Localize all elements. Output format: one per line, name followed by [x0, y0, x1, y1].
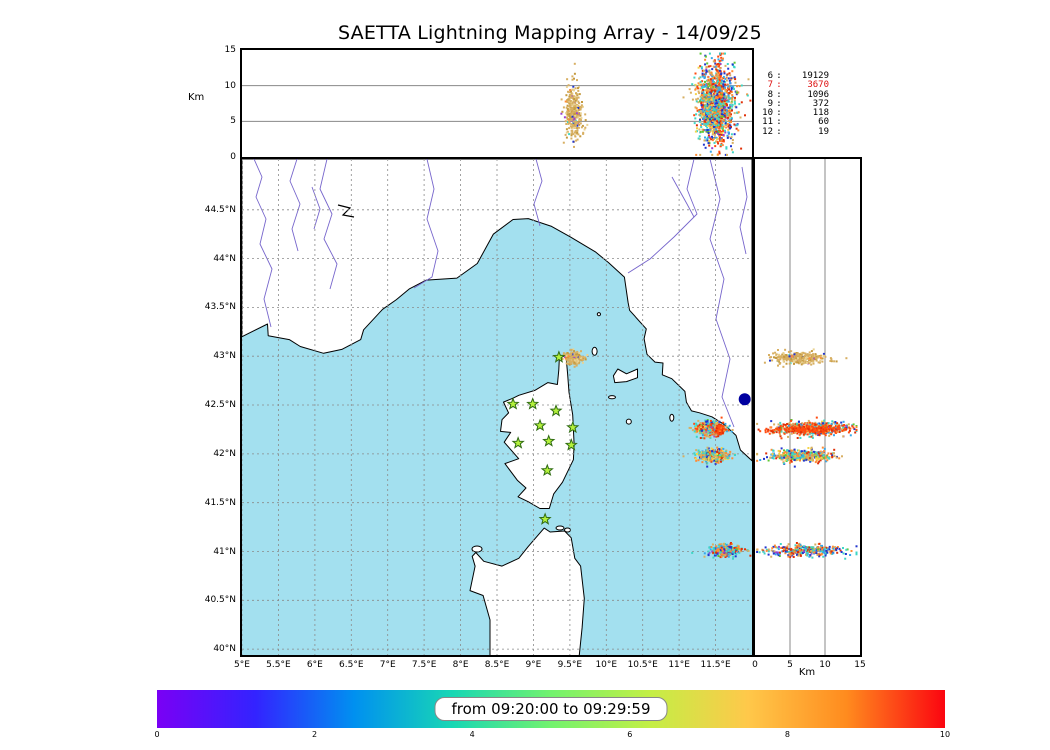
elba-island: [612, 368, 638, 384]
gorgona-island: [596, 312, 601, 317]
altitude-longitude-panel: [240, 48, 754, 159]
altitude-gridlines: [242, 85, 752, 122]
station-star-icon: [564, 438, 578, 451]
maddalena-island: [555, 525, 565, 531]
altitude-y-tick: 5: [230, 116, 236, 127]
sardinia-island: [469, 527, 585, 655]
altitude-x-tick: 15: [854, 660, 866, 670]
landmasses: [242, 159, 752, 655]
map-x-tick: 7°E: [379, 660, 396, 670]
map-gridlines: [242, 159, 752, 655]
map-y-tick: 40°N: [213, 644, 236, 655]
colorbar-tick: 2: [312, 730, 318, 739]
map-y-tick: 42°N: [213, 448, 236, 459]
colorbar-tick: 4: [469, 730, 475, 739]
map-panel: [240, 157, 754, 657]
altitude-axis-label-bottom: Km: [798, 667, 816, 678]
map-y-tick: 41.5°N: [204, 497, 236, 508]
asinara-island: [471, 545, 483, 553]
altitude-gridlines-right: [789, 159, 826, 655]
map-y-tick: 42.5°N: [204, 400, 236, 411]
lightning-points-altitude-latitude: [756, 348, 858, 560]
map-y-tick: 41°N: [213, 546, 236, 557]
lma-station-stars: [506, 350, 580, 525]
station-star-icon: [566, 420, 580, 434]
colorbar-tick: 8: [784, 730, 790, 739]
figure-title: SAETTA Lightning Mapping Array - 14/09/2…: [338, 22, 762, 44]
maddalena-island-2: [564, 527, 571, 533]
altitude-y-tick: 0: [230, 152, 236, 162]
lightning-points-altitude-longitude: [560, 52, 752, 156]
map-x-tick: 9°E: [525, 660, 542, 670]
map-x-tick: 11°E: [668, 660, 690, 670]
flash-stat-row: 6:19129: [767, 71, 829, 81]
map-y-tick: 40.5°N: [204, 595, 236, 606]
map-y-tick: 43.5°N: [204, 302, 236, 313]
station-star-icon: [552, 350, 566, 363]
map-x-tick: 8°E: [452, 660, 469, 670]
corsica-island: [500, 354, 575, 509]
colorbar-tick: 6: [627, 730, 633, 739]
station-star-icon: [526, 397, 540, 410]
station-star-icon: [549, 403, 563, 417]
altitude-latitude-panel: [753, 157, 862, 657]
sea-marker-dot: [738, 393, 751, 406]
map-x-tick: 11.5°E: [700, 660, 731, 670]
map-x-tick: 10°E: [595, 660, 618, 670]
map-x-tick: 7.5°E: [411, 660, 437, 670]
altitude-axis-label-left: Km: [188, 92, 205, 103]
station-star-icon: [533, 418, 547, 432]
flash-stats-panel: 6:19129 7:3670 8:1096 9:372 10:118 11:60 12:19: [757, 71, 857, 137]
flash-stat-row: 12:19: [762, 126, 829, 137]
capraia-island: [591, 346, 598, 356]
pianosa-island: [608, 395, 616, 400]
map-y-tick: 43°N: [213, 351, 236, 362]
colorbar-time-range-label: from 09:20:00 to 09:29:59: [434, 697, 668, 721]
station-star-icon: [542, 434, 556, 447]
station-star-icon: [506, 397, 520, 410]
flash-stat-row: 11:60: [762, 117, 829, 128]
mainland-coast: [242, 159, 752, 462]
map-x-tick: 5°E: [234, 660, 250, 670]
colorbar-tick: 0: [154, 730, 160, 739]
station-star-icon: [538, 512, 552, 525]
map-x-tick: 6°E: [306, 660, 323, 670]
altitude-y-tick: 15: [224, 45, 236, 55]
lightning-points-map: [560, 348, 752, 560]
colorbar-tick: 10: [939, 730, 951, 739]
time-colorbar: from 09:20:00 to 09:29:59: [157, 690, 945, 728]
rivers: [253, 159, 748, 428]
station-star-icon: [540, 463, 554, 477]
altitude-y-tick: 10: [224, 80, 236, 91]
map-x-tick: 8.5°E: [484, 660, 510, 670]
alpine-lake: [337, 204, 355, 218]
map-x-tick: 10.5°E: [627, 660, 658, 670]
altitude-x-tick: 5: [787, 660, 793, 670]
flash-stat-row: 7:3670: [767, 80, 829, 91]
map-y-tick: 44°N: [213, 253, 236, 264]
flash-stat-row: 8:1096: [767, 89, 829, 100]
giglio-island: [669, 413, 675, 422]
station-star-icon: [511, 436, 525, 449]
flash-stat-row: 9:372: [767, 98, 829, 109]
map-x-tick: 9.5°E: [557, 660, 583, 670]
map-y-tick: 44.5°N: [204, 204, 236, 215]
montecristo-island: [625, 418, 632, 425]
map-x-tick: 5.5°E: [266, 660, 291, 670]
flash-stat-row: 10:118: [762, 108, 829, 119]
altitude-x-tick: 10: [819, 660, 831, 670]
altitude-x-tick: 0: [752, 660, 758, 670]
map-x-tick: 6.5°E: [339, 660, 364, 670]
